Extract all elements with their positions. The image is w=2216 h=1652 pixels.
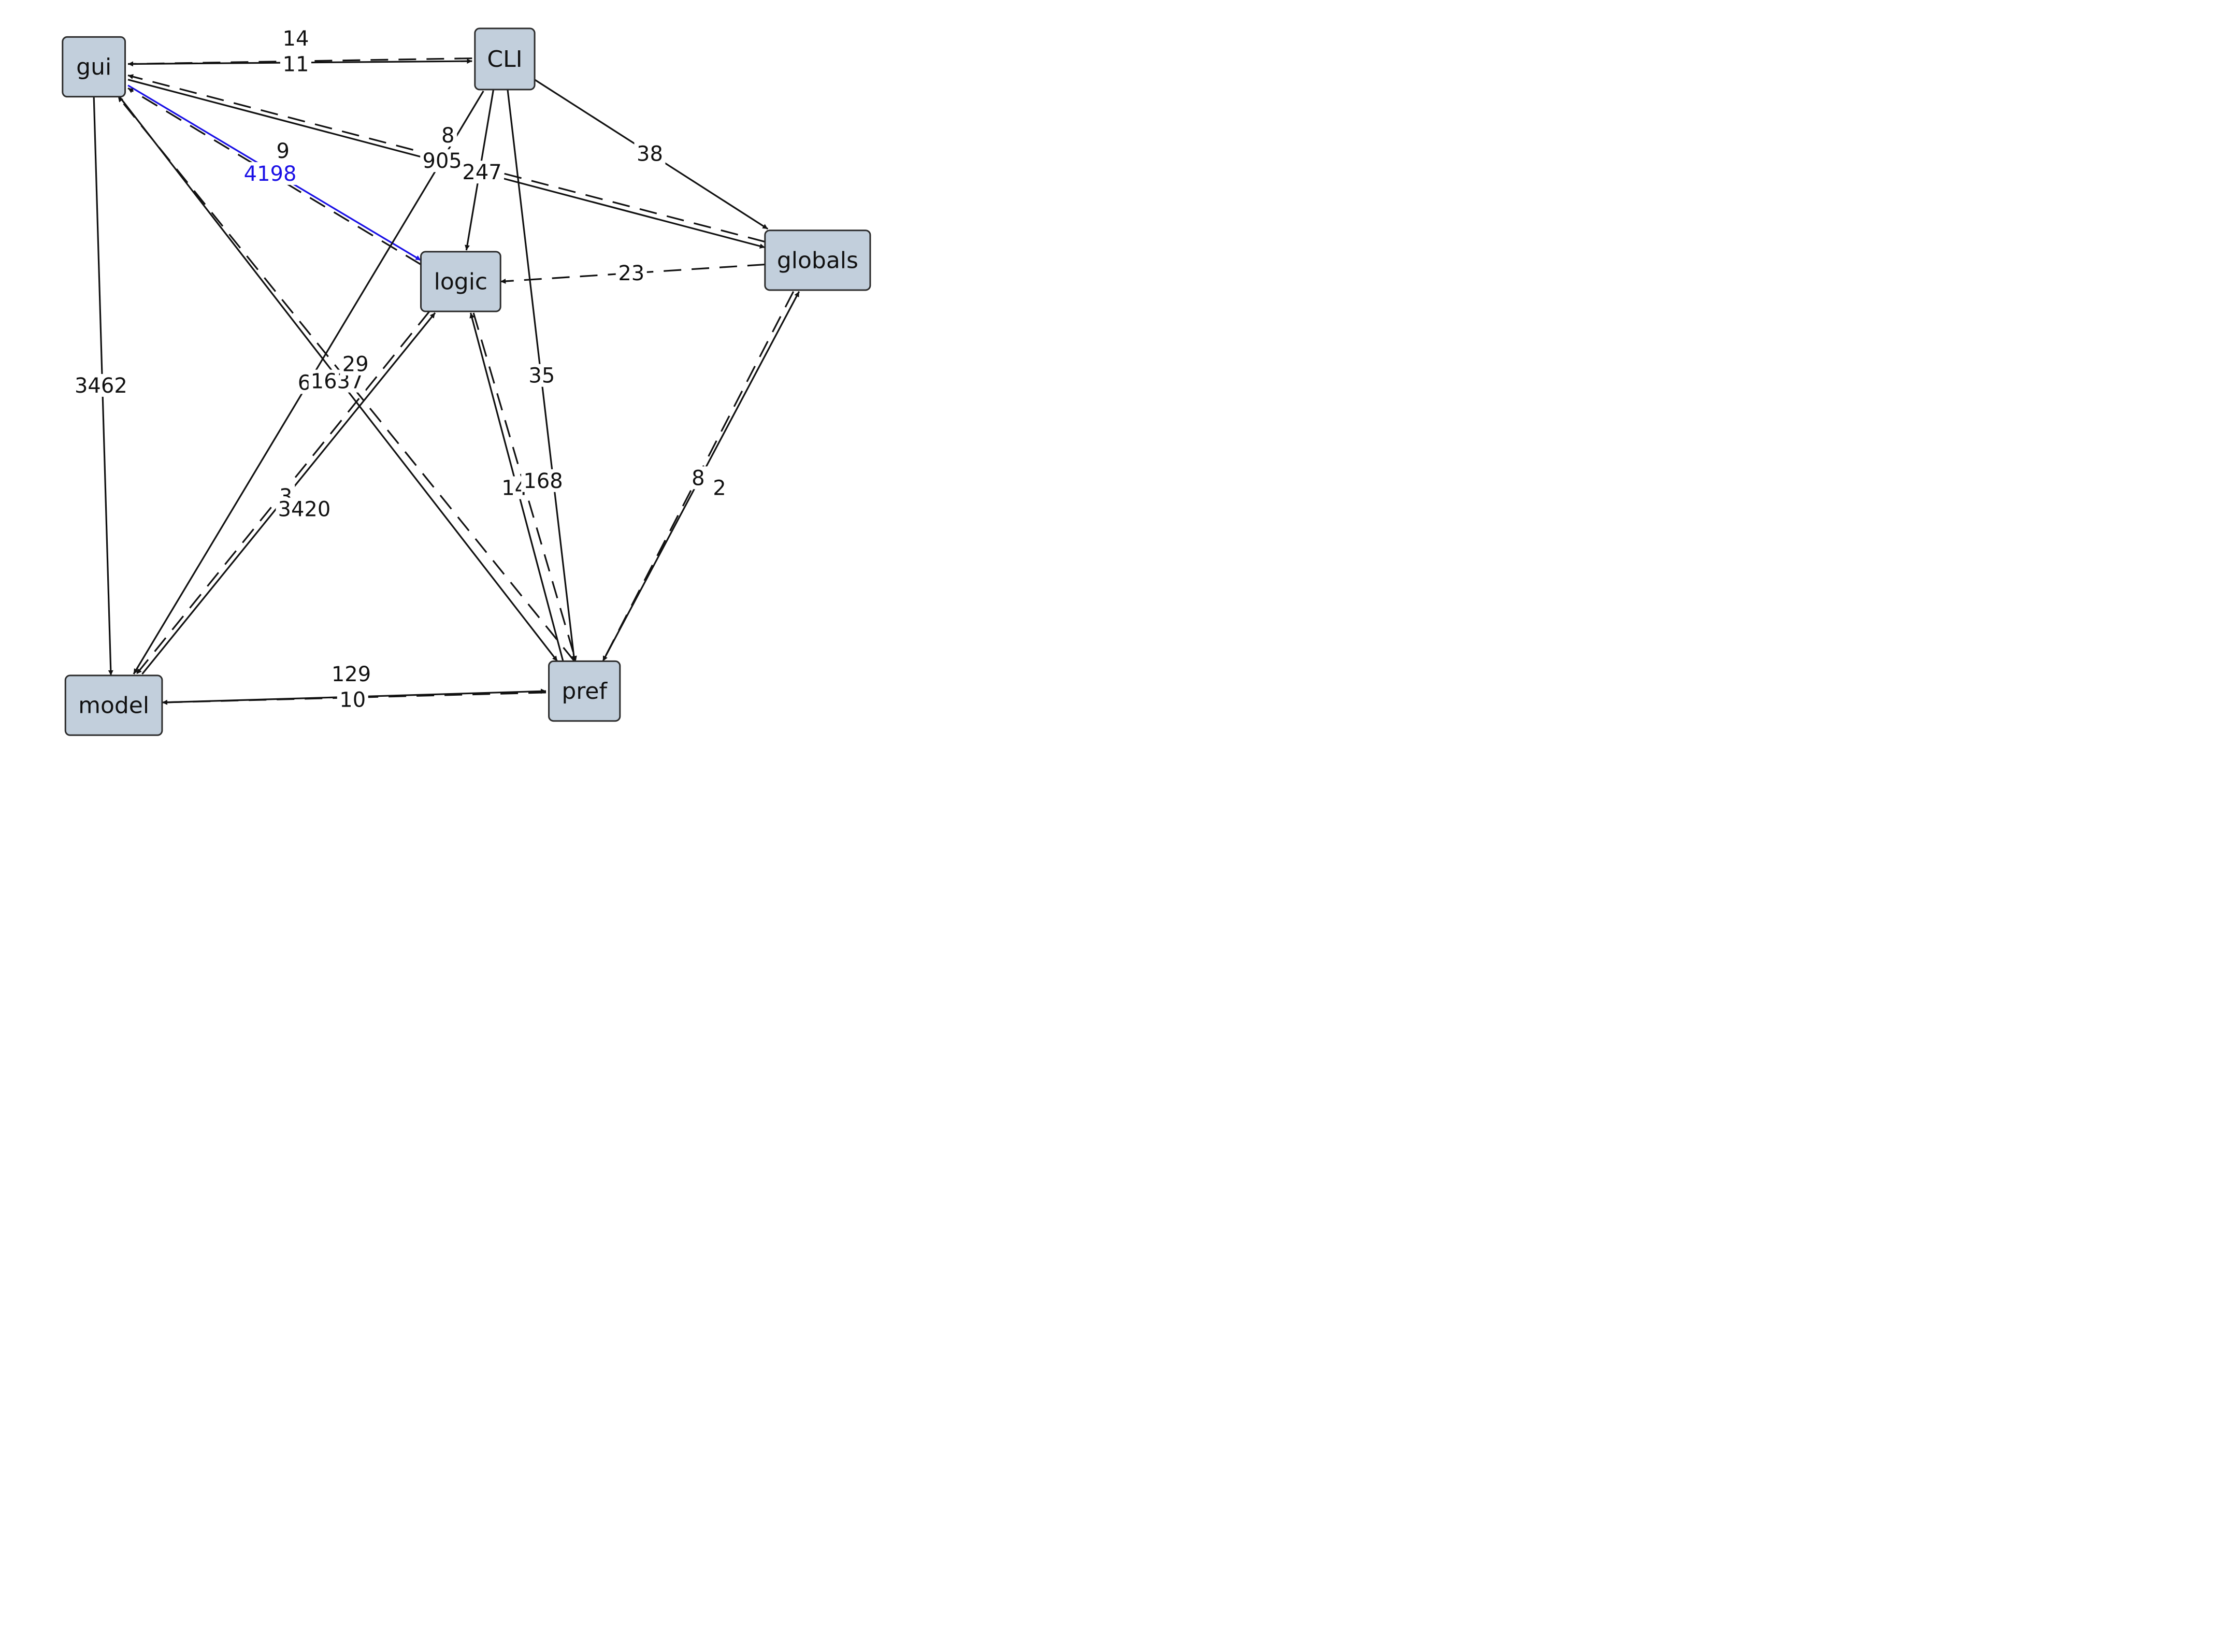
node-box-logic bbox=[420, 251, 501, 312]
edge-label-bg-logic-to-gui bbox=[274, 139, 292, 162]
edge-label-logic-to-gui: 9 bbox=[277, 139, 290, 163]
edge-label-gui-to-logic: 4198 bbox=[244, 162, 297, 186]
edge-label-cli-to-globals: 38 bbox=[637, 142, 663, 166]
edge-label-bg-gui-to-model bbox=[72, 374, 129, 397]
edge-label-bg-gui-to-globals bbox=[420, 149, 465, 173]
edge-label-cli-to-pref: 35 bbox=[528, 364, 555, 388]
edge-label-bg-gui-to-logic bbox=[241, 162, 299, 185]
node-box-cli bbox=[474, 27, 536, 91]
edge-label-bg-pref-to-globals bbox=[710, 476, 729, 499]
edge-label-bg-globals-to-gui bbox=[439, 123, 457, 147]
edge-label-cli-to-logic: 247 bbox=[462, 161, 501, 184]
edge-label-logic-to-pref: 168 bbox=[523, 469, 563, 493]
node-box-model bbox=[64, 674, 163, 736]
edge-globals-to-logic bbox=[500, 263, 765, 284]
node-cli[interactable]: CLI bbox=[474, 27, 536, 91]
edge-pref-to-model bbox=[162, 692, 546, 705]
edge-globals-to-gui bbox=[127, 74, 766, 243]
edge-label-bg-model-to-pref bbox=[329, 663, 373, 686]
edge-label-bg-pref-to-model bbox=[337, 688, 368, 711]
node-box-gui bbox=[62, 36, 126, 98]
node-box-globals bbox=[764, 229, 871, 291]
node-label-gui: gui bbox=[76, 54, 111, 80]
edge-label-bg-gui-to-cli bbox=[280, 27, 311, 50]
edge-label-pref-to-gui: 29 bbox=[342, 353, 369, 377]
node-label-model: model bbox=[78, 693, 149, 719]
node-label-globals: globals bbox=[777, 247, 858, 274]
nodes-layer: gui CLI logic globals model pref bbox=[62, 27, 871, 736]
edge-label-bg-cli-to-pref bbox=[526, 364, 557, 387]
edge-label-pref-to-model: 10 bbox=[339, 688, 366, 712]
edge-label-bg-globals-to-pref bbox=[689, 466, 708, 490]
node-box-pref bbox=[548, 660, 621, 722]
edge-label-gui-to-globals: 905 bbox=[423, 149, 462, 173]
edge-label-cli-to-gui: 11 bbox=[283, 53, 309, 77]
edge-label-bg-cli-to-gui bbox=[280, 52, 311, 76]
edge-label-model-to-logic: 3420 bbox=[278, 498, 331, 522]
node-gui[interactable]: gui bbox=[62, 36, 126, 98]
edge-label-pref-to-globals: 2 bbox=[713, 477, 726, 500]
edge-label-bg-pref-to-gui bbox=[340, 352, 371, 376]
edge-label-globals-to-gui: 8 bbox=[441, 124, 454, 148]
node-pref[interactable]: pref bbox=[548, 660, 621, 722]
edge-label-bg-cli-to-logic bbox=[460, 161, 505, 184]
edge-label-bg-model-to-logic bbox=[276, 497, 333, 521]
edge-label-globals-to-logic: 23 bbox=[618, 262, 644, 285]
edge-label-model-to-pref: 129 bbox=[332, 663, 371, 686]
edge-label-bg-cli-to-globals bbox=[634, 142, 666, 165]
node-logic[interactable]: logic bbox=[420, 251, 501, 312]
node-label-logic: logic bbox=[434, 269, 488, 295]
edge-label-globals-to-pref: 8 bbox=[692, 466, 704, 490]
node-label-pref: pref bbox=[562, 678, 608, 705]
node-model[interactable]: model bbox=[64, 674, 163, 736]
node-globals[interactable]: globals bbox=[764, 229, 871, 291]
edge-label-gui-to-cli: 14 bbox=[283, 27, 309, 51]
edge-label-bg-globals-to-logic bbox=[615, 262, 647, 285]
edge-label-bg-logic-to-pref bbox=[521, 469, 566, 492]
edge-label-gui-to-model: 3462 bbox=[75, 374, 127, 398]
node-label-cli: CLI bbox=[487, 46, 522, 73]
edge-pref-to-gui bbox=[117, 96, 575, 662]
